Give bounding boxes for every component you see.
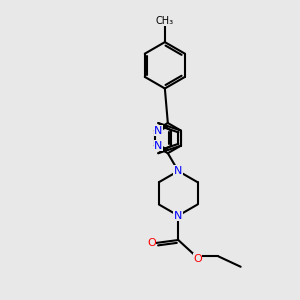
Text: O: O <box>147 238 156 248</box>
Text: N: N <box>174 211 182 220</box>
Text: CH₃: CH₃ <box>156 16 174 26</box>
Text: N: N <box>154 141 163 151</box>
Text: N: N <box>174 166 182 176</box>
Text: O: O <box>193 254 202 264</box>
Text: N: N <box>154 126 163 136</box>
